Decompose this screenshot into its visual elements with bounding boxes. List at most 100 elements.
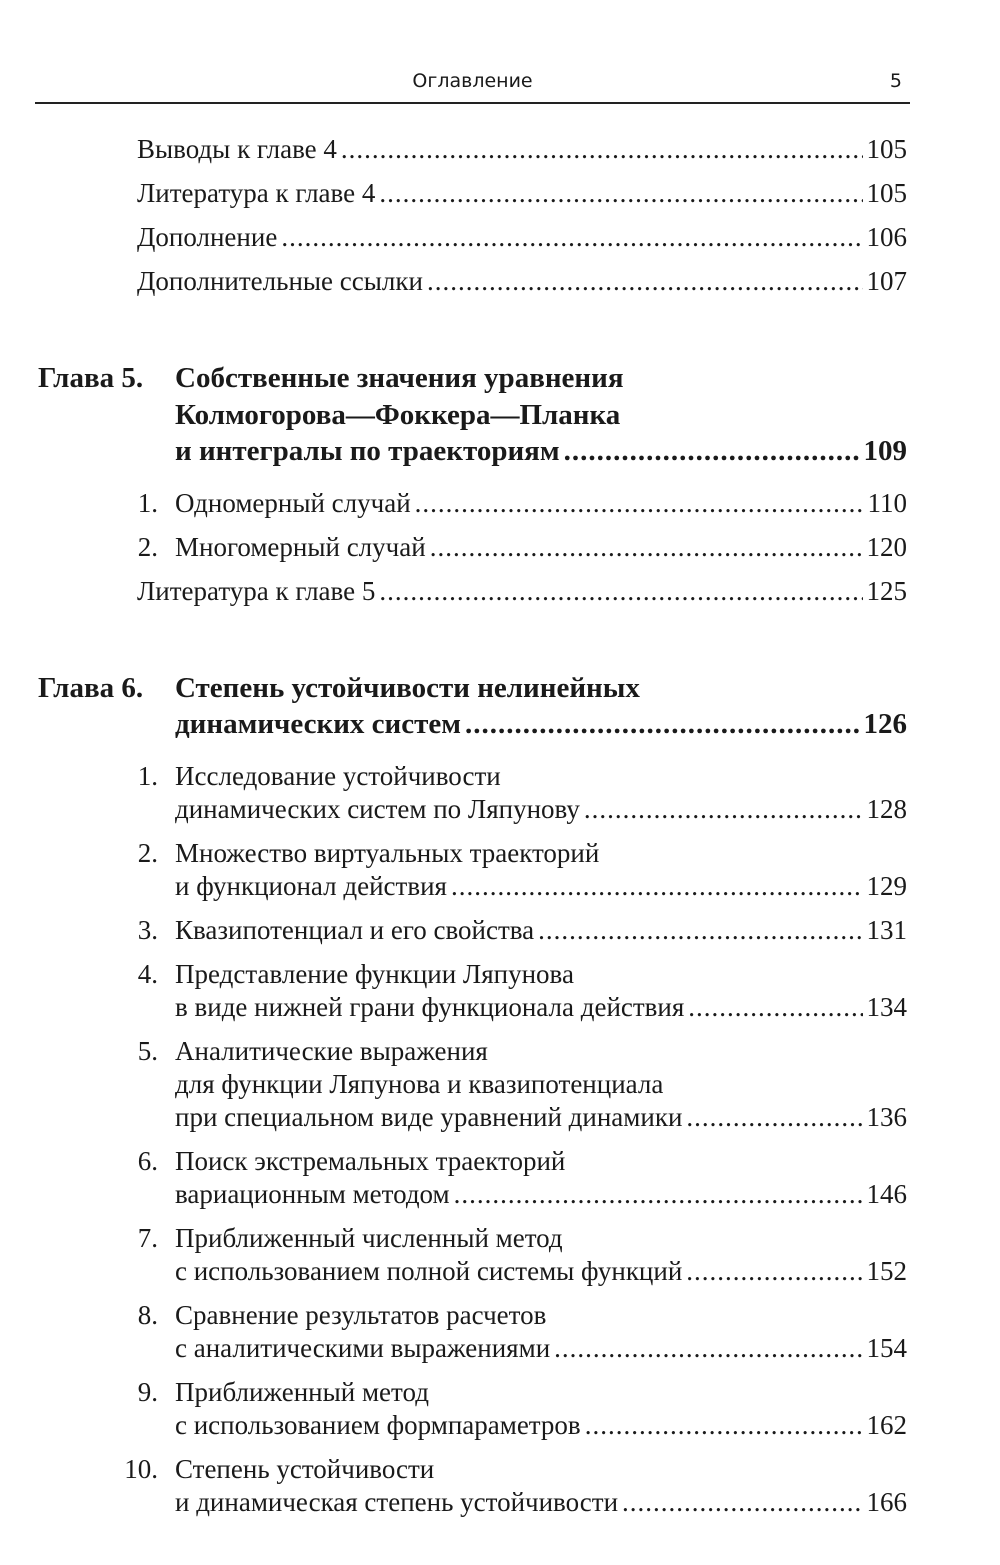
toc-entry[interactable]: 8. Сравнение результатов расчетов с аналит… bbox=[0, 1299, 1000, 1365]
dot-leader: ........................................… bbox=[554, 1332, 863, 1363]
toc-entry[interactable]: 1. Исследование устойчивости динамических … bbox=[0, 760, 1000, 826]
toc-entry[interactable]: 6. Поиск экстремальных траекторий вариацио… bbox=[0, 1145, 1000, 1211]
entry-title-line: Множество виртуальных траекторий bbox=[175, 837, 600, 868]
entry-page-number: 106 bbox=[866, 222, 908, 252]
toc-entry[interactable]: Дополнительные ссылки...................… bbox=[0, 265, 1000, 298]
entry-page-number: 166 bbox=[866, 1486, 908, 1517]
entry-title-line: Представление функции Ляпунова bbox=[175, 958, 574, 989]
dot-leader: ........................................… bbox=[429, 531, 863, 562]
entry-page-number: 109 bbox=[863, 435, 908, 467]
toc-chapter[interactable]: Глава 5. Собственные значения уравнения Ко… bbox=[0, 360, 1000, 470]
dot-leader: ........................................… bbox=[583, 793, 863, 824]
entry-page-number: 110 bbox=[867, 487, 908, 518]
toc-entry[interactable]: 10. Степень устойчивости и динамическая ст… bbox=[0, 1453, 1000, 1519]
entry-title-line: Колмогорова—Фоккера—Планка bbox=[175, 398, 621, 431]
entry-page-number: 152 bbox=[866, 1255, 908, 1286]
dot-leader: ........................................… bbox=[686, 1101, 863, 1132]
entry-title-line: Собственные значения уравнения bbox=[175, 362, 624, 394]
entry-number: 4. bbox=[137, 958, 158, 989]
table-of-contents: Выводы к главе 4........................… bbox=[0, 133, 1000, 1530]
entry-title-line: Одномерный случай bbox=[175, 487, 411, 518]
entry-page-number: 162 bbox=[866, 1409, 908, 1440]
entry-title-line: Дополнительные ссылки bbox=[137, 266, 423, 296]
entry-number: Глава 6. bbox=[38, 671, 144, 704]
entry-number: 3. bbox=[137, 914, 158, 945]
running-header: Оглавление 5 bbox=[35, 68, 910, 98]
entry-number: 2. bbox=[137, 837, 158, 868]
toc-entry[interactable]: 4. Представление функции Ляпунова в виде н… bbox=[0, 958, 1000, 1024]
header-page-number: 5 bbox=[889, 70, 902, 92]
toc-entry[interactable]: Выводы к главе 4........................… bbox=[0, 133, 1000, 166]
dot-leader: ........................................… bbox=[426, 266, 863, 296]
dot-leader: ........................................… bbox=[453, 1178, 863, 1209]
header-rule bbox=[35, 102, 910, 104]
entry-title-line: Аналитические выражения bbox=[175, 1035, 488, 1066]
entry-title-line: Литература к главе 5 bbox=[137, 575, 376, 606]
entry-title-line: Поиск экстремальных траекторий bbox=[175, 1145, 566, 1176]
toc-entry[interactable]: 7. Приближенный численный метод с использо… bbox=[0, 1222, 1000, 1288]
entry-title-line: и интегралы по траекториям bbox=[175, 435, 560, 467]
toc-entry[interactable]: Дополнение..............................… bbox=[0, 221, 1000, 254]
dot-leader: ........................................… bbox=[379, 178, 862, 208]
toc-chapter[interactable]: Глава 6. Степень устойчивости нелинейных д… bbox=[0, 670, 1000, 743]
entry-number: 1. bbox=[137, 487, 158, 518]
entry-title-line: Квазипотенциал и его свойства bbox=[175, 914, 535, 945]
entry-page-number: 154 bbox=[866, 1332, 908, 1363]
toc-entry[interactable]: 2. Многомерный случай....................… bbox=[0, 531, 1000, 564]
toc-entry[interactable]: 9. Приближенный метод с использованием фор… bbox=[0, 1376, 1000, 1442]
entry-page-number: 120 bbox=[866, 531, 908, 562]
toc-entry[interactable]: 3. Квазипотенциал и его свойства.........… bbox=[0, 914, 1000, 947]
entry-title-line: с использованием полной системы функций bbox=[175, 1255, 683, 1286]
dot-leader: ........................................… bbox=[538, 914, 862, 945]
dot-leader: ........................................… bbox=[686, 1255, 863, 1286]
entry-number: Глава 5. bbox=[38, 362, 144, 394]
entry-number: 8. bbox=[137, 1299, 158, 1330]
dot-leader: ........................................… bbox=[465, 708, 860, 740]
entry-page-number: 105 bbox=[866, 134, 908, 164]
entry-title-line: Многомерный случай bbox=[175, 531, 426, 562]
entry-number: 1. bbox=[137, 760, 158, 791]
entry-number: 9. bbox=[137, 1376, 158, 1407]
entry-title-line: Степень устойчивости нелинейных bbox=[175, 671, 640, 704]
dot-leader: ........................................… bbox=[563, 435, 860, 467]
entry-page-number: 129 bbox=[866, 870, 908, 901]
dot-leader: ........................................… bbox=[584, 1409, 863, 1440]
entry-number: 6. bbox=[137, 1145, 158, 1176]
entry-title-line: с аналитическими выражениями bbox=[175, 1332, 551, 1363]
entry-page-number: 125 bbox=[866, 575, 908, 606]
entry-title-line: с использованием формпараметров bbox=[175, 1409, 581, 1440]
header-title: Оглавление bbox=[412, 70, 533, 92]
entry-title-line: Дополнение bbox=[137, 222, 278, 252]
entry-title-line: Литература к главе 4 bbox=[137, 178, 376, 208]
dot-leader: ........................................… bbox=[450, 870, 863, 901]
toc-entry[interactable]: 5. Аналитические выражения для функции Ляп… bbox=[0, 1035, 1000, 1134]
toc-entry[interactable]: Литература к главе 5....................… bbox=[0, 575, 1000, 608]
entry-page-number: 146 bbox=[866, 1178, 908, 1209]
dot-leader: ........................................… bbox=[340, 134, 863, 164]
dot-leader: ........................................… bbox=[414, 487, 864, 518]
entry-title-line: Приближенный метод bbox=[175, 1376, 429, 1407]
entry-page-number: 126 bbox=[863, 708, 908, 740]
entry-title-line: Степень устойчивости bbox=[175, 1453, 435, 1484]
dot-leader: ........................................… bbox=[688, 991, 862, 1022]
entry-page-number: 128 bbox=[866, 793, 908, 824]
entry-title-line: при специальном виде уравнений динамики bbox=[175, 1101, 683, 1132]
entry-title-line: Сравнение результатов расчетов bbox=[175, 1299, 547, 1330]
entry-title-line: динамических систем по Ляпунову bbox=[175, 793, 580, 824]
entry-title-line: динамических систем bbox=[175, 708, 461, 740]
entry-page-number: 131 bbox=[866, 914, 908, 945]
dot-leader: ........................................… bbox=[281, 222, 863, 252]
entry-number: 2. bbox=[137, 531, 158, 562]
toc-entry[interactable]: 1. Одномерный случай.....................… bbox=[0, 487, 1000, 520]
entry-page-number: 105 bbox=[866, 178, 908, 208]
entry-page-number: 136 bbox=[866, 1101, 908, 1132]
dot-leader: ........................................… bbox=[379, 575, 862, 606]
entry-page-number: 107 bbox=[866, 266, 908, 296]
entry-page-number: 134 bbox=[866, 991, 908, 1022]
entry-number: 5. bbox=[137, 1035, 158, 1066]
entry-title-line: в виде нижней грани функционала действия bbox=[175, 991, 685, 1022]
entry-title-line: Исследование устойчивости bbox=[175, 760, 501, 791]
entry-title-line: для функции Ляпунова и квазипотенциала bbox=[175, 1068, 664, 1099]
toc-entry[interactable]: Литература к главе 4....................… bbox=[0, 177, 1000, 210]
toc-entry[interactable]: 2. Множество виртуальных траекторий и функ… bbox=[0, 837, 1000, 903]
